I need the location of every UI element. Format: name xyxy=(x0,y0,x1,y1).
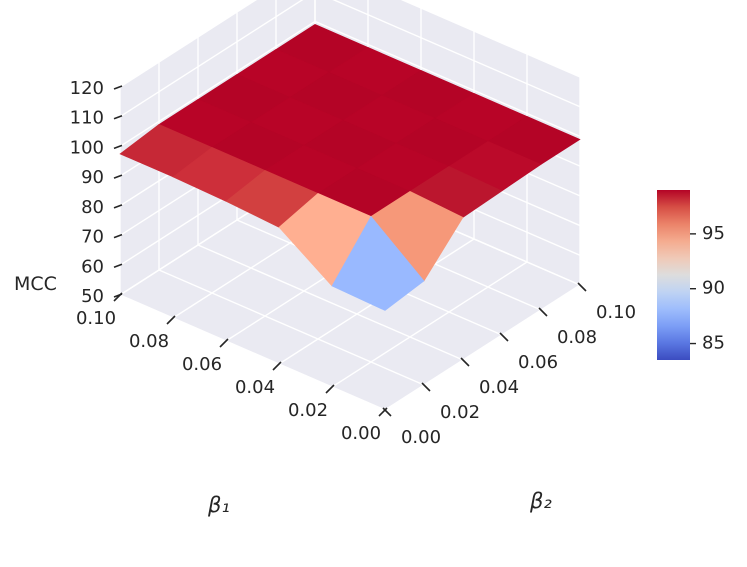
x-tick-label: 0.10 xyxy=(76,308,116,329)
y-tick-label: 0.10 xyxy=(596,302,636,323)
tick-mark xyxy=(538,307,548,317)
tick-mark xyxy=(113,114,123,120)
tick-mark xyxy=(325,384,335,394)
z-tick-label: 90 xyxy=(81,167,104,188)
floor-grid-line xyxy=(158,269,425,386)
x-tick-label: 0.00 xyxy=(341,423,381,444)
z-tick-label: 60 xyxy=(81,256,104,277)
wall-grid-line xyxy=(119,0,304,118)
floor-grid-line xyxy=(197,244,464,361)
wall-grid-line xyxy=(332,0,581,108)
floor-grid-line xyxy=(384,284,581,411)
tick-mark xyxy=(499,332,509,342)
axis-labels: MCC β₁ β₂ xyxy=(14,273,552,517)
x-axis-label: β₁ xyxy=(207,493,230,517)
wall-grid-line xyxy=(314,20,581,138)
y-tick-label: 0.04 xyxy=(479,377,519,398)
x-tick-label: 0.02 xyxy=(288,400,328,421)
y-tick-label: 0.02 xyxy=(440,402,480,423)
floor-grid-line xyxy=(331,261,528,388)
tick-mark xyxy=(113,174,123,179)
axis-ticks: 50 60 70 80 90 100 110 120 0.00 0.02 0.04 0.06 0.08 0… xyxy=(70,78,636,448)
tick-mark xyxy=(382,407,392,417)
x-tick-label: 0.08 xyxy=(129,331,169,352)
tick-mark xyxy=(460,357,470,367)
colorbar: 85 90 95 xyxy=(657,190,725,360)
wall-grid-line xyxy=(400,0,581,78)
z-tick-label: 70 xyxy=(81,227,104,248)
floor-grid-line xyxy=(119,294,386,411)
tick-mark xyxy=(378,407,388,417)
colorbar-tick-label: 90 xyxy=(702,278,725,299)
tick-mark xyxy=(577,282,587,292)
surface-plot xyxy=(119,24,581,311)
y-axis-label: β₂ xyxy=(529,489,552,513)
tick-mark xyxy=(272,361,282,371)
z-tick-label: 110 xyxy=(70,108,104,129)
z-tick-label: 50 xyxy=(81,286,104,307)
z-tick-label: 80 xyxy=(81,197,104,218)
colorbar-tick-label: 95 xyxy=(702,223,725,244)
z-tick-label: 120 xyxy=(70,78,104,99)
surface-patch xyxy=(331,215,425,311)
tick-mark xyxy=(166,315,176,325)
tick-mark xyxy=(113,292,123,302)
x-tick-label: 0.04 xyxy=(235,377,275,398)
y-tick-label: 0.06 xyxy=(518,352,558,373)
z-axis-label: MCC xyxy=(14,273,57,295)
z-tick-label: 100 xyxy=(70,137,104,158)
colorbar-tick-label: 85 xyxy=(702,333,725,354)
tick-mark xyxy=(113,263,123,269)
y-tick-label: 0.00 xyxy=(401,427,441,448)
tick-mark xyxy=(421,382,431,392)
tick-mark xyxy=(113,204,123,209)
tick-mark xyxy=(113,233,123,239)
tick-mark xyxy=(219,338,229,348)
colorbar-gradient xyxy=(657,190,690,360)
tick-mark xyxy=(113,85,123,90)
y-tick-label: 0.08 xyxy=(557,327,597,348)
wall-grid-line xyxy=(119,20,316,148)
x-tick-label: 0.06 xyxy=(182,354,222,375)
wall-grid-line xyxy=(119,0,258,88)
tick-mark xyxy=(113,144,123,150)
